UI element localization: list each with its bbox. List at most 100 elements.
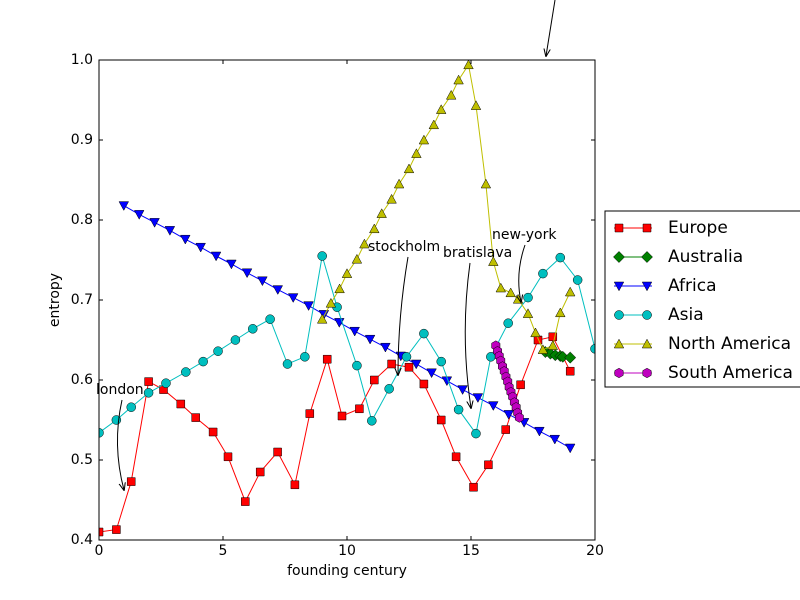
legend-label: North America bbox=[668, 334, 791, 354]
marker bbox=[642, 367, 652, 379]
marker bbox=[351, 253, 363, 264]
marker bbox=[213, 346, 223, 356]
x-tick-label: 0 bbox=[95, 543, 104, 559]
marker bbox=[410, 359, 422, 370]
marker bbox=[523, 292, 533, 303]
marker bbox=[99, 527, 104, 537]
marker bbox=[164, 226, 176, 236]
marker bbox=[317, 251, 327, 261]
marker bbox=[387, 359, 396, 369]
y-tick-label: 0.9 bbox=[71, 132, 93, 148]
annotation-arrow bbox=[464, 262, 471, 408]
marker bbox=[590, 344, 595, 354]
annotation-arrow bbox=[546, 0, 556, 56]
y-tick-label: 0.4 bbox=[71, 532, 93, 548]
marker bbox=[273, 447, 282, 457]
marker bbox=[316, 313, 328, 324]
marker bbox=[436, 356, 446, 367]
marker bbox=[556, 350, 569, 363]
marker bbox=[282, 359, 293, 369]
marker bbox=[352, 360, 362, 371]
legend-label: Australia bbox=[668, 247, 743, 267]
marker bbox=[565, 366, 575, 376]
marker bbox=[471, 428, 481, 439]
marker bbox=[537, 344, 549, 354]
annotation-arrow bbox=[117, 399, 124, 490]
marker bbox=[404, 362, 414, 372]
marker bbox=[355, 404, 364, 414]
marker bbox=[614, 310, 624, 320]
marker bbox=[641, 338, 653, 349]
plot-area bbox=[99, 60, 595, 540]
marker bbox=[549, 434, 561, 445]
marker bbox=[337, 411, 347, 421]
legend-label: South America bbox=[668, 363, 793, 383]
marker bbox=[241, 497, 250, 506]
marker bbox=[418, 134, 430, 145]
marker bbox=[453, 404, 464, 415]
marker bbox=[349, 326, 360, 337]
y-tick-label: 0.5 bbox=[71, 452, 93, 468]
legend-label: Europe bbox=[668, 218, 728, 238]
marker bbox=[369, 223, 380, 234]
marker bbox=[453, 74, 464, 85]
marker bbox=[572, 275, 583, 285]
legend: Europe Australia Africa Asia North America So… bbox=[604, 210, 800, 388]
marker bbox=[144, 377, 153, 386]
y-tick-label: 0.8 bbox=[71, 212, 93, 228]
marker bbox=[133, 210, 145, 220]
marker bbox=[451, 452, 461, 462]
marker bbox=[180, 234, 191, 245]
marker bbox=[126, 402, 136, 412]
marker bbox=[614, 367, 624, 379]
marker bbox=[386, 193, 397, 204]
marker bbox=[257, 276, 268, 287]
marker bbox=[613, 338, 625, 349]
x-tick-label: 10 bbox=[338, 543, 356, 559]
marker bbox=[505, 287, 516, 298]
y-tick-label: 1.0 bbox=[71, 52, 93, 68]
marker bbox=[191, 413, 200, 422]
marker bbox=[359, 238, 370, 249]
annotation: london bbox=[96, 382, 144, 398]
marker bbox=[126, 477, 136, 486]
marker bbox=[419, 379, 429, 389]
marker bbox=[376, 208, 387, 218]
marker bbox=[419, 328, 429, 339]
marker bbox=[118, 201, 130, 211]
marker bbox=[428, 119, 440, 130]
marker bbox=[300, 352, 310, 362]
marker bbox=[370, 375, 379, 385]
annotation-arrow bbox=[398, 256, 409, 375]
marker bbox=[380, 342, 391, 353]
x-axis-label: founding century bbox=[287, 563, 407, 579]
marker bbox=[488, 256, 499, 266]
marker bbox=[469, 482, 478, 492]
marker bbox=[230, 335, 241, 345]
marker bbox=[226, 259, 237, 270]
marker bbox=[613, 251, 625, 263]
marker bbox=[198, 356, 208, 367]
marker bbox=[303, 301, 314, 311]
marker bbox=[564, 443, 576, 454]
marker bbox=[112, 525, 121, 534]
marker bbox=[533, 335, 543, 345]
marker bbox=[435, 104, 447, 114]
legend-box bbox=[604, 210, 800, 388]
marker bbox=[290, 480, 300, 490]
marker bbox=[403, 163, 415, 174]
marker bbox=[534, 426, 545, 437]
marker bbox=[642, 223, 652, 233]
marker bbox=[393, 178, 405, 189]
marker bbox=[223, 452, 233, 462]
marker bbox=[470, 100, 482, 110]
marker bbox=[501, 425, 510, 434]
marker bbox=[248, 324, 258, 334]
marker bbox=[614, 223, 624, 233]
marker bbox=[401, 352, 412, 362]
marker bbox=[555, 307, 566, 318]
x-tick-label: 5 bbox=[219, 543, 228, 559]
marker bbox=[480, 178, 492, 189]
marker bbox=[436, 415, 446, 425]
marker bbox=[445, 89, 457, 100]
